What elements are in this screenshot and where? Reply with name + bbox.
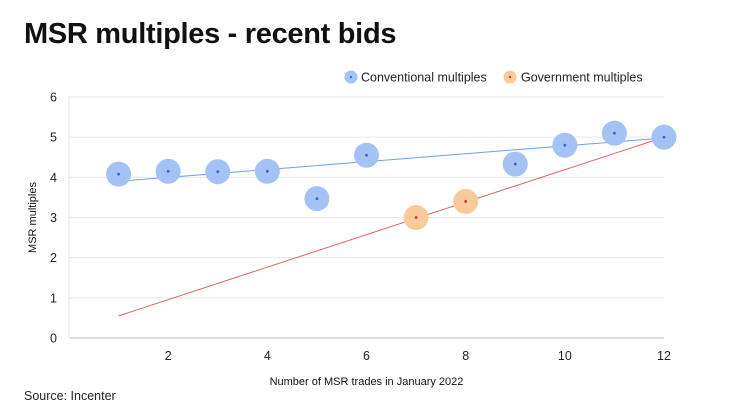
data-point-center xyxy=(662,135,666,139)
legend-label: Conventional multiples xyxy=(361,71,487,85)
legend-marker-center xyxy=(508,75,512,79)
x-axis-ticks: 2 4 6 8 10 12 xyxy=(165,349,671,363)
data-point-center xyxy=(563,143,567,147)
y-tick-label: 1 xyxy=(50,291,57,305)
data-point-center xyxy=(216,170,220,174)
y-axis-label: MSR multiples xyxy=(27,182,39,253)
x-tick-label: 4 xyxy=(264,349,271,363)
data-point-center xyxy=(414,216,418,219)
legend-marker-center xyxy=(349,75,353,79)
data-point-center xyxy=(166,169,170,173)
y-tick-label: 5 xyxy=(50,131,57,145)
source-note: Source: Incenter xyxy=(24,389,116,403)
grid-lines xyxy=(68,96,664,339)
x-axis-label: Number of MSR trades in January 2022 xyxy=(270,376,464,388)
y-tick-label: 0 xyxy=(50,332,57,346)
legend: Conventional multiples Government multipl… xyxy=(344,70,643,85)
legend-label: Government multiples xyxy=(521,71,643,85)
trendlines xyxy=(118,136,665,317)
data-point-center xyxy=(365,153,368,157)
x-tick-label: 6 xyxy=(363,349,370,363)
y-tick-label: 4 xyxy=(50,171,57,185)
trendline-series-1 xyxy=(118,137,665,182)
data-point-center xyxy=(117,172,120,176)
y-tick-label: 2 xyxy=(50,251,57,265)
x-tick-label: 8 xyxy=(462,349,469,363)
data-point-center xyxy=(315,197,319,201)
y-tick-label: 6 xyxy=(50,91,57,105)
x-tick-label: 2 xyxy=(165,349,172,363)
x-tick-label: 12 xyxy=(657,349,671,363)
data-point-center xyxy=(464,200,468,203)
x-tick-label: 10 xyxy=(558,349,572,363)
y-axis-ticks: 0 1 2 3 4 5 6 xyxy=(50,91,57,346)
data-point-center xyxy=(265,169,269,173)
data-points xyxy=(106,120,677,230)
trendline-series-2 xyxy=(118,136,665,317)
data-point-center xyxy=(613,131,616,135)
y-tick-label: 3 xyxy=(50,211,57,225)
chart-title: MSR multiples - recent bids xyxy=(24,18,397,50)
data-point-center xyxy=(513,162,517,166)
